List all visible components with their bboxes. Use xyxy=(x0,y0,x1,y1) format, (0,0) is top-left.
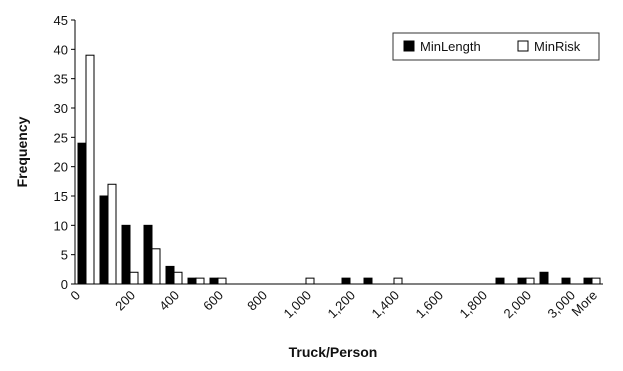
bar-minrisk-6 xyxy=(217,277,227,285)
bar-minlength-12 xyxy=(341,277,351,285)
legend-label-minlength: MinLength xyxy=(420,39,481,54)
x-axis-ticks: 0 200 400 600 800 1,000 1,200 1,400 1,600 1,800 2,… xyxy=(67,288,600,322)
bar-minlength-4 xyxy=(165,265,175,285)
y-tick-label: 30 xyxy=(54,101,68,116)
x-tick-label: 1,200 xyxy=(325,288,359,322)
x-tick-label: 2,000 xyxy=(501,288,535,322)
bar-minrisk-14 xyxy=(393,277,403,285)
y-axis-ticks: 0 5 10 15 20 25 30 35 40 45 xyxy=(54,13,75,292)
legend-label-minrisk: MinRisk xyxy=(534,39,581,54)
bar-minlength-23 xyxy=(583,277,593,285)
x-tick-label: 1,600 xyxy=(413,288,447,322)
x-tick-label: 0 xyxy=(67,288,83,304)
x-tick-label: 1,000 xyxy=(281,288,315,322)
legend-swatch-minlength xyxy=(403,40,415,52)
bar-minlength-22 xyxy=(561,277,571,285)
x-tick-label: 600 xyxy=(200,288,226,314)
x-tick-label: 400 xyxy=(156,288,182,314)
bar-minrisk-1 xyxy=(107,183,117,285)
bar-minlength-3 xyxy=(143,224,153,285)
bar-minrisk-3 xyxy=(151,248,161,285)
x-tick-label: More xyxy=(569,288,601,320)
legend-box xyxy=(392,32,600,61)
legend: MinLength MinRisk xyxy=(392,32,600,61)
y-tick-label: 25 xyxy=(54,130,68,145)
x-tick-label: 1,800 xyxy=(457,288,491,322)
x-tick-label: 1,400 xyxy=(369,288,403,322)
y-tick-label: 0 xyxy=(61,277,68,292)
bar-minrisk-4 xyxy=(173,271,183,285)
bar-minlength-6 xyxy=(209,277,219,285)
y-tick-label: 15 xyxy=(54,189,68,204)
bar-minlength-20 xyxy=(517,277,527,285)
bars-group xyxy=(77,54,601,285)
bar-minrisk-20 xyxy=(525,277,535,285)
bar-minrisk-2 xyxy=(129,271,139,285)
bar-minlength-19 xyxy=(495,277,505,285)
bar-minlength-13 xyxy=(363,277,373,285)
bar-minrisk-0 xyxy=(85,54,95,285)
x-tick-label: 800 xyxy=(244,288,270,314)
y-tick-label: 5 xyxy=(61,248,68,263)
bar-minrisk-23 xyxy=(591,277,601,285)
y-tick-label: 45 xyxy=(54,13,68,28)
bar-minlength-21 xyxy=(539,271,549,285)
axes xyxy=(74,20,603,285)
y-tick-label: 20 xyxy=(54,160,68,175)
bar-minrisk-5 xyxy=(195,277,205,285)
y-tick-label: 40 xyxy=(54,42,68,57)
bar-minlength-2 xyxy=(121,224,131,285)
y-axis-title: Frequency xyxy=(14,116,30,187)
legend-swatch-minrisk xyxy=(517,40,529,52)
bar-minlength-1 xyxy=(99,195,109,285)
bar-minlength-0 xyxy=(77,142,87,285)
x-axis-title: Truck/Person xyxy=(289,344,378,360)
x-tick-label: 200 xyxy=(112,288,138,314)
y-tick-label: 35 xyxy=(54,72,68,87)
y-tick-label: 10 xyxy=(54,218,68,233)
bar-minrisk-10 xyxy=(305,277,315,285)
bar-minlength-5 xyxy=(187,277,197,285)
